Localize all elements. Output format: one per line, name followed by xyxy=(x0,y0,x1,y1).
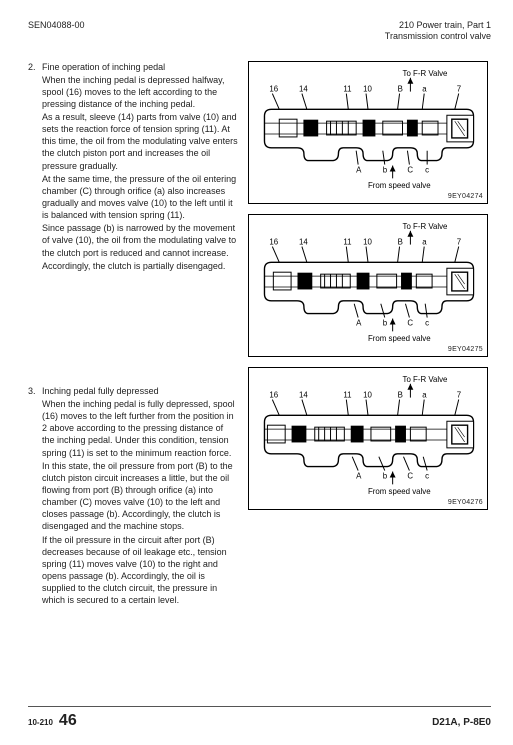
svg-text:7: 7 xyxy=(457,390,461,399)
section-2: 2. Fine operation of inching pedal When … xyxy=(28,61,238,273)
diagram-3: To F-R Valve 16 14 11 10 B a 7 xyxy=(248,367,488,510)
section-body: Inching pedal fully depressed When the i… xyxy=(42,385,238,608)
svg-text:A: A xyxy=(356,165,362,174)
svg-text:From speed valve: From speed valve xyxy=(368,487,431,496)
diagram-1: To F-R Valve 16 14 11 10 B a 7 xyxy=(248,61,488,204)
section-number: 3. xyxy=(28,385,42,608)
svg-text:B: B xyxy=(398,237,403,246)
header-line-2: Transmission control valve xyxy=(385,31,491,42)
header-doc-code: SEN04088-00 xyxy=(28,20,85,43)
diagram-svg: To F-R Valve 16 14 11 10 B a 7 xyxy=(249,368,487,509)
footer-page-section: 10-210 xyxy=(28,718,53,727)
svg-text:16: 16 xyxy=(269,390,278,399)
svg-text:A: A xyxy=(356,471,362,480)
diagram-code: 9EY04275 xyxy=(448,346,483,353)
svg-text:c: c xyxy=(425,165,429,174)
svg-text:10: 10 xyxy=(363,84,372,93)
svg-text:11: 11 xyxy=(343,237,351,246)
text-column: 2. Fine operation of inching pedal When … xyxy=(28,61,238,622)
svg-text:C: C xyxy=(407,471,413,480)
svg-text:14: 14 xyxy=(299,390,308,399)
section-para: At the same time, the pressure of the oi… xyxy=(42,173,238,222)
section-para: In this state, the oil pressure from por… xyxy=(42,460,238,533)
svg-text:b: b xyxy=(383,471,388,480)
footer-model: D21A, P-8E0 xyxy=(432,717,491,728)
svg-text:16: 16 xyxy=(269,237,278,246)
svg-text:16: 16 xyxy=(269,84,278,93)
diagram-code: 9EY04276 xyxy=(448,499,483,506)
section-title: Fine operation of inching pedal xyxy=(42,61,238,73)
svg-text:b: b xyxy=(383,318,388,327)
svg-text:B: B xyxy=(398,84,403,93)
section-3: 3. Inching pedal fully depressed When th… xyxy=(28,385,238,608)
diagram-code: 9EY04274 xyxy=(448,193,483,200)
diagram-2: To F-R Valve 16 14 11 10 B a 7 xyxy=(248,214,488,357)
section-para: When the inching pedal is depressed half… xyxy=(42,74,238,110)
svg-text:From speed valve: From speed valve xyxy=(368,181,431,190)
diagram-column: To F-R Valve 16 14 11 10 B a 7 xyxy=(248,61,488,622)
svg-text:a: a xyxy=(422,84,427,93)
svg-text:14: 14 xyxy=(299,84,308,93)
svg-text:c: c xyxy=(425,471,429,480)
footer-left: 10-210 46 xyxy=(28,712,77,730)
svg-text:B: B xyxy=(398,390,403,399)
svg-text:a: a xyxy=(422,237,427,246)
svg-text:11: 11 xyxy=(343,84,351,93)
diagram-svg: To F-R Valve 16 14 11 10 B a 7 xyxy=(249,215,487,356)
svg-text:10: 10 xyxy=(363,237,372,246)
spacer xyxy=(28,287,238,385)
svg-text:14: 14 xyxy=(299,237,308,246)
svg-text:10: 10 xyxy=(363,390,372,399)
content-area: 2. Fine operation of inching pedal When … xyxy=(28,61,491,622)
section-title: Inching pedal fully depressed xyxy=(42,385,238,397)
svg-text:C: C xyxy=(407,318,413,327)
svg-text:c: c xyxy=(425,318,429,327)
section-para: When the inching pedal is fully depresse… xyxy=(42,398,238,459)
section-para: As a result, sleeve (14) parts from valv… xyxy=(42,111,238,172)
svg-text:To F-R Valve: To F-R Valve xyxy=(403,68,449,77)
page: SEN04088-00 210 Power train, Part 1 Tran… xyxy=(0,0,513,745)
section-para: If the oil pressure in the circuit after… xyxy=(42,534,238,607)
svg-text:11: 11 xyxy=(343,390,351,399)
footer-page-number: 46 xyxy=(59,712,77,730)
header-section-title: 210 Power train, Part 1 Transmission con… xyxy=(385,20,491,43)
svg-text:C: C xyxy=(407,165,413,174)
svg-text:From speed valve: From speed valve xyxy=(368,334,431,343)
svg-text:A: A xyxy=(356,318,362,327)
svg-text:7: 7 xyxy=(457,84,461,93)
svg-text:To F-R Valve: To F-R Valve xyxy=(403,374,449,383)
svg-text:b: b xyxy=(383,165,388,174)
diagram-svg: To F-R Valve 16 14 11 10 B a 7 xyxy=(249,62,487,203)
section-para: Since passage (b) is narrowed by the mov… xyxy=(42,222,238,258)
svg-text:7: 7 xyxy=(457,237,461,246)
header-line-1: 210 Power train, Part 1 xyxy=(385,20,491,31)
section-body: Fine operation of inching pedal When the… xyxy=(42,61,238,273)
page-header: SEN04088-00 210 Power train, Part 1 Tran… xyxy=(28,20,491,43)
svg-text:a: a xyxy=(422,390,427,399)
svg-text:To F-R Valve: To F-R Valve xyxy=(403,221,449,230)
section-para: Accordingly, the clutch is partially dis… xyxy=(42,260,238,272)
section-number: 2. xyxy=(28,61,42,273)
page-footer: 10-210 46 D21A, P-8E0 xyxy=(28,706,491,730)
